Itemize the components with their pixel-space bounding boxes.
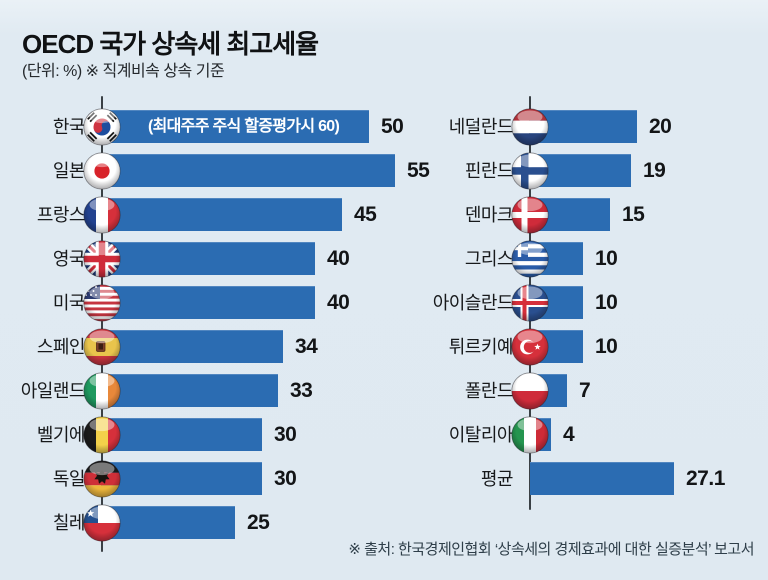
flag-gr-icon (511, 239, 549, 278)
country-label: 튀르키예 (448, 336, 514, 357)
value-label: 10 (595, 246, 618, 270)
value-label: 40 (327, 290, 350, 314)
flag-gb-icon (83, 239, 121, 278)
country-label: 일본 (52, 160, 86, 181)
value-bar (530, 462, 674, 495)
country-label: 아일랜드 (20, 380, 86, 401)
country-label: 미국 (52, 292, 86, 313)
value-label: 10 (595, 334, 618, 358)
value-label: 20 (649, 114, 672, 138)
value-label: 50 (381, 114, 404, 138)
flag-fr-icon (83, 195, 121, 234)
value-bar (102, 462, 262, 495)
country-label: 벨기에 (36, 424, 86, 445)
country-label: 핀란드 (464, 160, 514, 181)
country-label: 스페인 (36, 336, 86, 357)
flag-dk-icon (511, 195, 549, 234)
flag-pl-icon (511, 371, 549, 410)
chart-subtitle: (단위: %) ※ 직계비속 상속 기준 (22, 63, 225, 80)
flag-fi-icon (511, 151, 549, 190)
value-label: 27.1 (686, 466, 725, 490)
country-label: 그리스 (464, 248, 514, 269)
flag-tr-icon (511, 327, 549, 366)
source-note: ※ 출처: 한국경제인협회 ‘상속세의 경제효과에 대한 실증분석’ 보고서 (348, 541, 754, 558)
flag-jp-icon (83, 151, 121, 190)
value-label: 30 (274, 466, 297, 490)
country-label: 폴란드 (464, 380, 514, 401)
country-label: 한국 (52, 116, 86, 137)
value-bar (102, 198, 342, 231)
country-label: 평균 (480, 468, 514, 489)
value-bar (102, 374, 278, 407)
value-bar (102, 242, 315, 275)
country-label: 프랑스 (36, 204, 86, 225)
country-label: 칠레 (52, 512, 86, 533)
value-label: 55 (407, 158, 430, 182)
value-label: 34 (295, 334, 318, 358)
chart-title: OECD 국가 상속세 최고세율 (22, 29, 319, 59)
country-label: 아이슬란드 (432, 292, 514, 313)
flag-us-icon (83, 283, 121, 322)
value-label: 10 (595, 290, 618, 314)
flag-cl-icon (83, 503, 121, 542)
flag-es-icon (83, 327, 121, 366)
value-label: 25 (247, 510, 270, 534)
flag-is-icon (511, 283, 549, 322)
axis-line (101, 96, 103, 552)
country-label: 이탈리아 (448, 424, 514, 445)
value-bar (102, 418, 262, 451)
value-label: 45 (354, 202, 377, 226)
flag-kr-icon (83, 107, 121, 146)
bar-annotation: (최대주주 주식 할증평가시 60) (148, 118, 340, 135)
value-label: 15 (622, 202, 645, 226)
flag-it-icon (511, 415, 549, 454)
value-bar (102, 330, 283, 363)
flag-nl-icon (511, 107, 549, 146)
value-bar (102, 286, 315, 319)
value-label: 4 (563, 422, 575, 446)
value-bar (102, 110, 369, 143)
country-label: 네덜란드 (448, 116, 514, 137)
flag-be-icon (83, 415, 121, 454)
value-bar (102, 506, 235, 539)
country-label: 영국 (52, 248, 86, 269)
value-label: 33 (290, 378, 313, 402)
value-label: 7 (579, 378, 591, 402)
value-label: 19 (643, 158, 666, 182)
value-label: 40 (327, 246, 350, 270)
value-label: 30 (274, 422, 297, 446)
country-label: 덴마크 (464, 204, 514, 225)
flag-de-icon (83, 459, 121, 498)
flag-ie-icon (83, 371, 121, 410)
value-bar (102, 154, 395, 187)
country-label: 독일 (52, 468, 86, 489)
